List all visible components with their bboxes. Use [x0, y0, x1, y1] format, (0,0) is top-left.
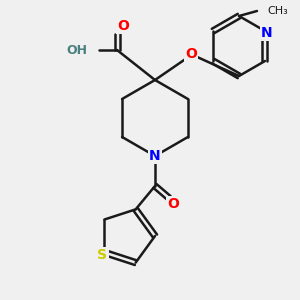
Text: S: S	[97, 248, 107, 262]
Text: CH₃: CH₃	[267, 6, 288, 16]
Text: N: N	[149, 149, 161, 163]
Text: N: N	[261, 26, 273, 40]
Text: OH: OH	[66, 44, 87, 56]
Text: O: O	[167, 197, 179, 211]
Text: O: O	[117, 19, 129, 33]
Text: O: O	[185, 47, 197, 61]
